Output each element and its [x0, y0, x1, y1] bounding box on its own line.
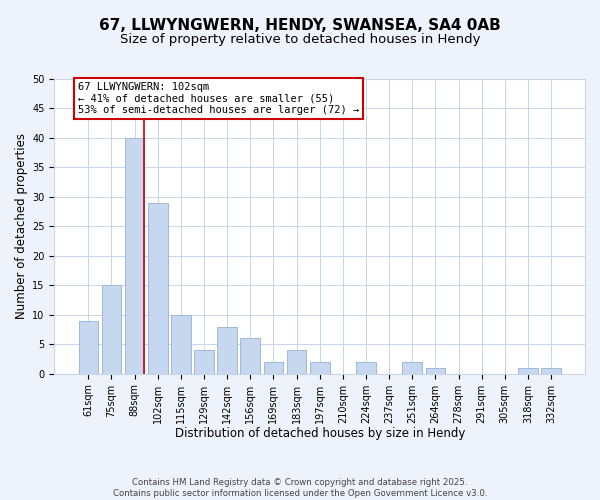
Bar — [171, 315, 191, 374]
Bar — [541, 368, 561, 374]
Bar — [79, 320, 98, 374]
Text: 67, LLWYNGWERN, HENDY, SWANSEA, SA4 0AB: 67, LLWYNGWERN, HENDY, SWANSEA, SA4 0AB — [99, 18, 501, 32]
Bar — [263, 362, 283, 374]
Bar — [241, 338, 260, 374]
X-axis label: Distribution of detached houses by size in Hendy: Distribution of detached houses by size … — [175, 427, 465, 440]
Y-axis label: Number of detached properties: Number of detached properties — [15, 134, 28, 320]
Bar — [217, 326, 237, 374]
Bar — [287, 350, 307, 374]
Text: Contains HM Land Registry data © Crown copyright and database right 2025.
Contai: Contains HM Land Registry data © Crown c… — [113, 478, 487, 498]
Text: Size of property relative to detached houses in Hendy: Size of property relative to detached ho… — [120, 32, 480, 46]
Bar — [125, 138, 145, 374]
Bar — [194, 350, 214, 374]
Bar — [356, 362, 376, 374]
Bar — [425, 368, 445, 374]
Bar — [148, 203, 167, 374]
Bar — [101, 286, 121, 374]
Bar — [403, 362, 422, 374]
Bar — [310, 362, 329, 374]
Text: 67 LLWYNGWERN: 102sqm
← 41% of detached houses are smaller (55)
53% of semi-deta: 67 LLWYNGWERN: 102sqm ← 41% of detached … — [78, 82, 359, 115]
Bar — [518, 368, 538, 374]
